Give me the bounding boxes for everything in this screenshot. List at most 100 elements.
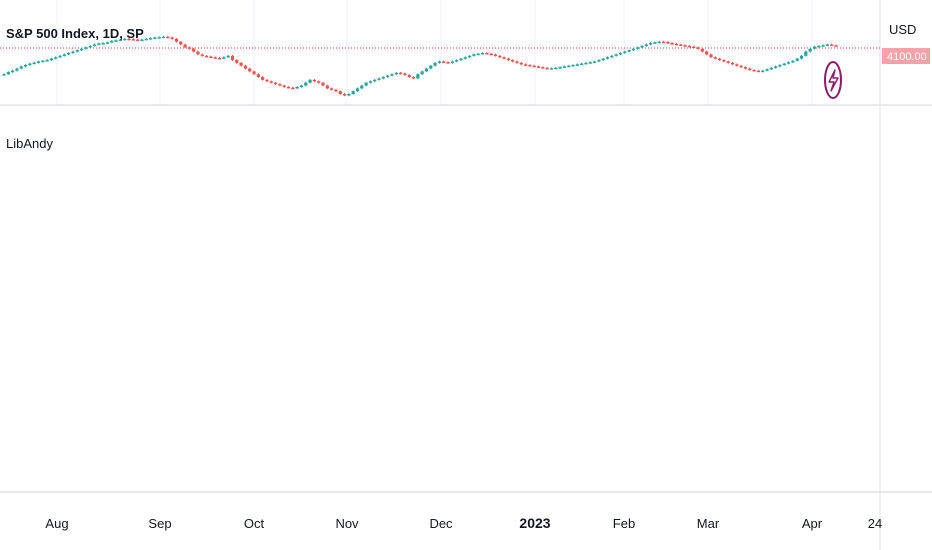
candle-up <box>631 48 635 51</box>
candle-up <box>554 67 558 70</box>
candle-up <box>110 40 114 43</box>
candle-up <box>19 66 23 69</box>
candle-up <box>351 91 355 94</box>
candle-down <box>136 39 140 42</box>
candle-up <box>597 60 601 62</box>
candle-up <box>580 63 584 66</box>
chart-title[interactable]: S&P 500 Index, 1D, SP <box>6 26 144 41</box>
candle-up <box>6 72 10 75</box>
candle-up <box>79 48 84 51</box>
time-axis[interactable]: Aug Sep Oct Nov Dec 2023 Feb Mar Apr 24 <box>45 515 882 531</box>
candle-up <box>41 60 45 63</box>
candle-up <box>786 62 791 64</box>
candle-up <box>795 58 799 61</box>
candle-down <box>131 39 135 41</box>
candle-up <box>75 50 79 52</box>
candle-up <box>653 42 657 44</box>
candle-down <box>735 64 739 66</box>
candle-down <box>515 61 519 63</box>
grid <box>56 0 813 105</box>
candle-down <box>205 55 209 58</box>
candle-down <box>718 58 722 61</box>
candle-down <box>498 55 502 58</box>
candle-up <box>355 88 360 92</box>
candle-down <box>411 77 416 79</box>
candle-up <box>575 64 579 66</box>
candle-down <box>243 65 248 69</box>
candle-up <box>49 58 54 61</box>
x-tick-label-year: 2023 <box>519 515 550 531</box>
candle-up <box>618 52 623 55</box>
candle-up <box>394 72 398 75</box>
candle-up <box>144 38 148 41</box>
candle-up <box>386 75 390 78</box>
candle-up <box>148 38 153 40</box>
candle-down <box>196 51 200 55</box>
candle-down <box>674 43 679 46</box>
candle-up <box>657 41 661 44</box>
lightning-icon[interactable] <box>824 61 842 99</box>
candle-down <box>399 72 403 75</box>
candle-up <box>601 58 605 61</box>
candle-down <box>269 81 273 83</box>
candle-down <box>291 87 295 90</box>
x-tick-label: Aug <box>45 516 68 531</box>
x-tick-label: Sep <box>148 516 171 531</box>
currency-label[interactable]: USD <box>889 22 916 37</box>
candle-down <box>239 62 243 66</box>
candle-up <box>295 86 299 89</box>
candle-up <box>769 67 773 70</box>
candle-up <box>416 74 420 79</box>
price-tag <box>882 48 930 64</box>
candle-down <box>317 81 321 83</box>
candle-down <box>502 57 506 59</box>
candle-up <box>433 62 437 66</box>
candle-up <box>467 55 472 58</box>
candle-down <box>748 68 752 71</box>
candle-up <box>364 82 368 86</box>
candle-up <box>804 51 808 56</box>
candle-up <box>614 54 618 56</box>
candle-down <box>446 62 450 64</box>
candle-down <box>696 47 700 49</box>
candle-up <box>123 38 127 41</box>
candle-down <box>286 86 291 89</box>
candle-up <box>118 39 122 42</box>
candle-down <box>248 68 252 72</box>
candle-up <box>32 62 36 65</box>
candle-down <box>321 82 325 86</box>
candle-up <box>588 62 592 64</box>
candle-up <box>429 65 433 69</box>
candle-up <box>62 54 66 56</box>
candle-up <box>36 61 41 63</box>
candle-down <box>519 62 523 65</box>
candle-up <box>97 43 101 45</box>
candle-up <box>67 52 71 55</box>
candle-down <box>730 62 735 65</box>
candle-up <box>558 67 562 69</box>
candle-down <box>170 37 174 39</box>
indicator-pane-label[interactable]: LibAndy <box>6 136 53 151</box>
candle-down <box>209 56 213 59</box>
candle-up <box>377 78 381 80</box>
candle-down <box>174 38 179 42</box>
candles <box>2 35 838 97</box>
candle-up <box>463 57 467 59</box>
candle-down <box>127 38 131 41</box>
candle-up <box>592 61 597 63</box>
candle-down <box>403 73 407 75</box>
candle-down <box>489 53 493 56</box>
candle-down <box>726 61 730 63</box>
candle-down <box>273 82 278 85</box>
candle-down <box>739 65 743 68</box>
candle-up <box>791 60 795 63</box>
candle-down <box>312 79 316 82</box>
candle-up <box>28 63 32 66</box>
candle-down <box>442 61 446 63</box>
candle-down <box>282 85 286 88</box>
candle-down <box>166 36 170 39</box>
candle-up <box>157 37 161 39</box>
candle-down <box>679 44 683 46</box>
candle-down <box>493 54 498 56</box>
